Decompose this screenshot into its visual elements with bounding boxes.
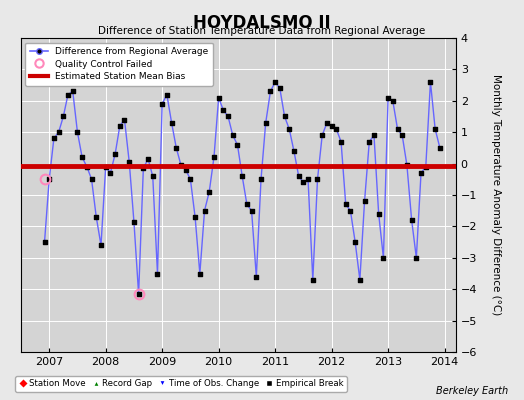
Point xyxy=(365,138,374,145)
Point xyxy=(181,167,190,173)
Point xyxy=(144,156,152,162)
Point xyxy=(139,165,148,172)
Point xyxy=(403,162,411,168)
Point xyxy=(375,211,383,217)
Point xyxy=(294,173,303,179)
Point xyxy=(379,254,388,261)
Point xyxy=(422,164,430,170)
Point xyxy=(243,201,251,208)
Point xyxy=(214,94,223,101)
Point xyxy=(398,132,407,138)
Point xyxy=(346,208,355,214)
Point xyxy=(78,154,86,160)
Text: Difference of Station Temperature Data from Regional Average: Difference of Station Temperature Data f… xyxy=(99,26,425,36)
Point xyxy=(426,79,434,85)
Point xyxy=(172,145,180,151)
Point xyxy=(191,214,199,220)
Point xyxy=(313,176,322,182)
Point xyxy=(271,79,279,85)
Point xyxy=(130,218,138,225)
Point xyxy=(111,151,119,157)
Point xyxy=(69,88,77,94)
Point xyxy=(394,126,402,132)
Y-axis label: Monthly Temperature Anomaly Difference (°C): Monthly Temperature Anomaly Difference (… xyxy=(491,74,501,316)
Point xyxy=(97,242,105,248)
Point xyxy=(64,91,72,98)
Point xyxy=(384,94,392,101)
Point xyxy=(50,135,58,142)
Point xyxy=(328,123,336,129)
Point xyxy=(154,270,162,277)
Point xyxy=(417,170,425,176)
Point xyxy=(219,107,227,114)
Point xyxy=(135,291,143,297)
Point xyxy=(280,113,289,120)
Point xyxy=(125,159,134,165)
Point xyxy=(309,276,317,283)
Point xyxy=(228,132,237,138)
Point xyxy=(252,274,260,280)
Point xyxy=(389,98,397,104)
Point xyxy=(83,164,91,170)
Point xyxy=(200,208,209,214)
Point xyxy=(299,179,308,186)
Point xyxy=(106,170,115,176)
Point xyxy=(351,239,359,245)
Point xyxy=(257,176,265,182)
Point xyxy=(337,138,345,145)
Point xyxy=(92,214,101,220)
Point xyxy=(121,116,129,123)
Point xyxy=(285,126,293,132)
Point xyxy=(238,173,246,179)
Point xyxy=(412,254,421,261)
Legend: Difference from Regional Average, Quality Control Failed, Estimated Station Mean: Difference from Regional Average, Qualit… xyxy=(26,42,213,86)
Point xyxy=(435,145,444,151)
Point xyxy=(40,239,49,245)
Point xyxy=(88,176,96,182)
Point xyxy=(356,276,364,283)
Point xyxy=(431,126,439,132)
Point xyxy=(116,123,124,129)
Point xyxy=(318,132,326,138)
Point xyxy=(361,198,369,204)
Point xyxy=(59,113,68,120)
Point xyxy=(167,120,176,126)
Point xyxy=(210,154,218,160)
Point xyxy=(332,126,341,132)
Point xyxy=(323,120,331,126)
Point xyxy=(290,148,298,154)
Point xyxy=(261,120,270,126)
Point xyxy=(276,85,284,92)
Point xyxy=(408,217,416,223)
Point xyxy=(73,129,82,135)
Legend: Station Move, Record Gap, Time of Obs. Change, Empirical Break: Station Move, Record Gap, Time of Obs. C… xyxy=(15,376,346,392)
Point xyxy=(233,142,242,148)
Text: Berkeley Earth: Berkeley Earth xyxy=(436,386,508,396)
Point xyxy=(266,88,275,94)
Point xyxy=(162,91,171,98)
Point xyxy=(342,201,350,208)
Point xyxy=(224,113,232,120)
Point xyxy=(205,189,213,195)
Point xyxy=(45,176,53,182)
Text: HOYDALSMO II: HOYDALSMO II xyxy=(193,14,331,32)
Point xyxy=(158,101,166,107)
Point xyxy=(186,176,194,182)
Point xyxy=(102,164,110,170)
Point xyxy=(54,129,63,135)
Point xyxy=(370,132,378,138)
Point xyxy=(195,270,204,277)
Point xyxy=(247,208,256,214)
Point xyxy=(148,173,157,179)
Point xyxy=(177,162,185,168)
Point xyxy=(304,176,312,182)
